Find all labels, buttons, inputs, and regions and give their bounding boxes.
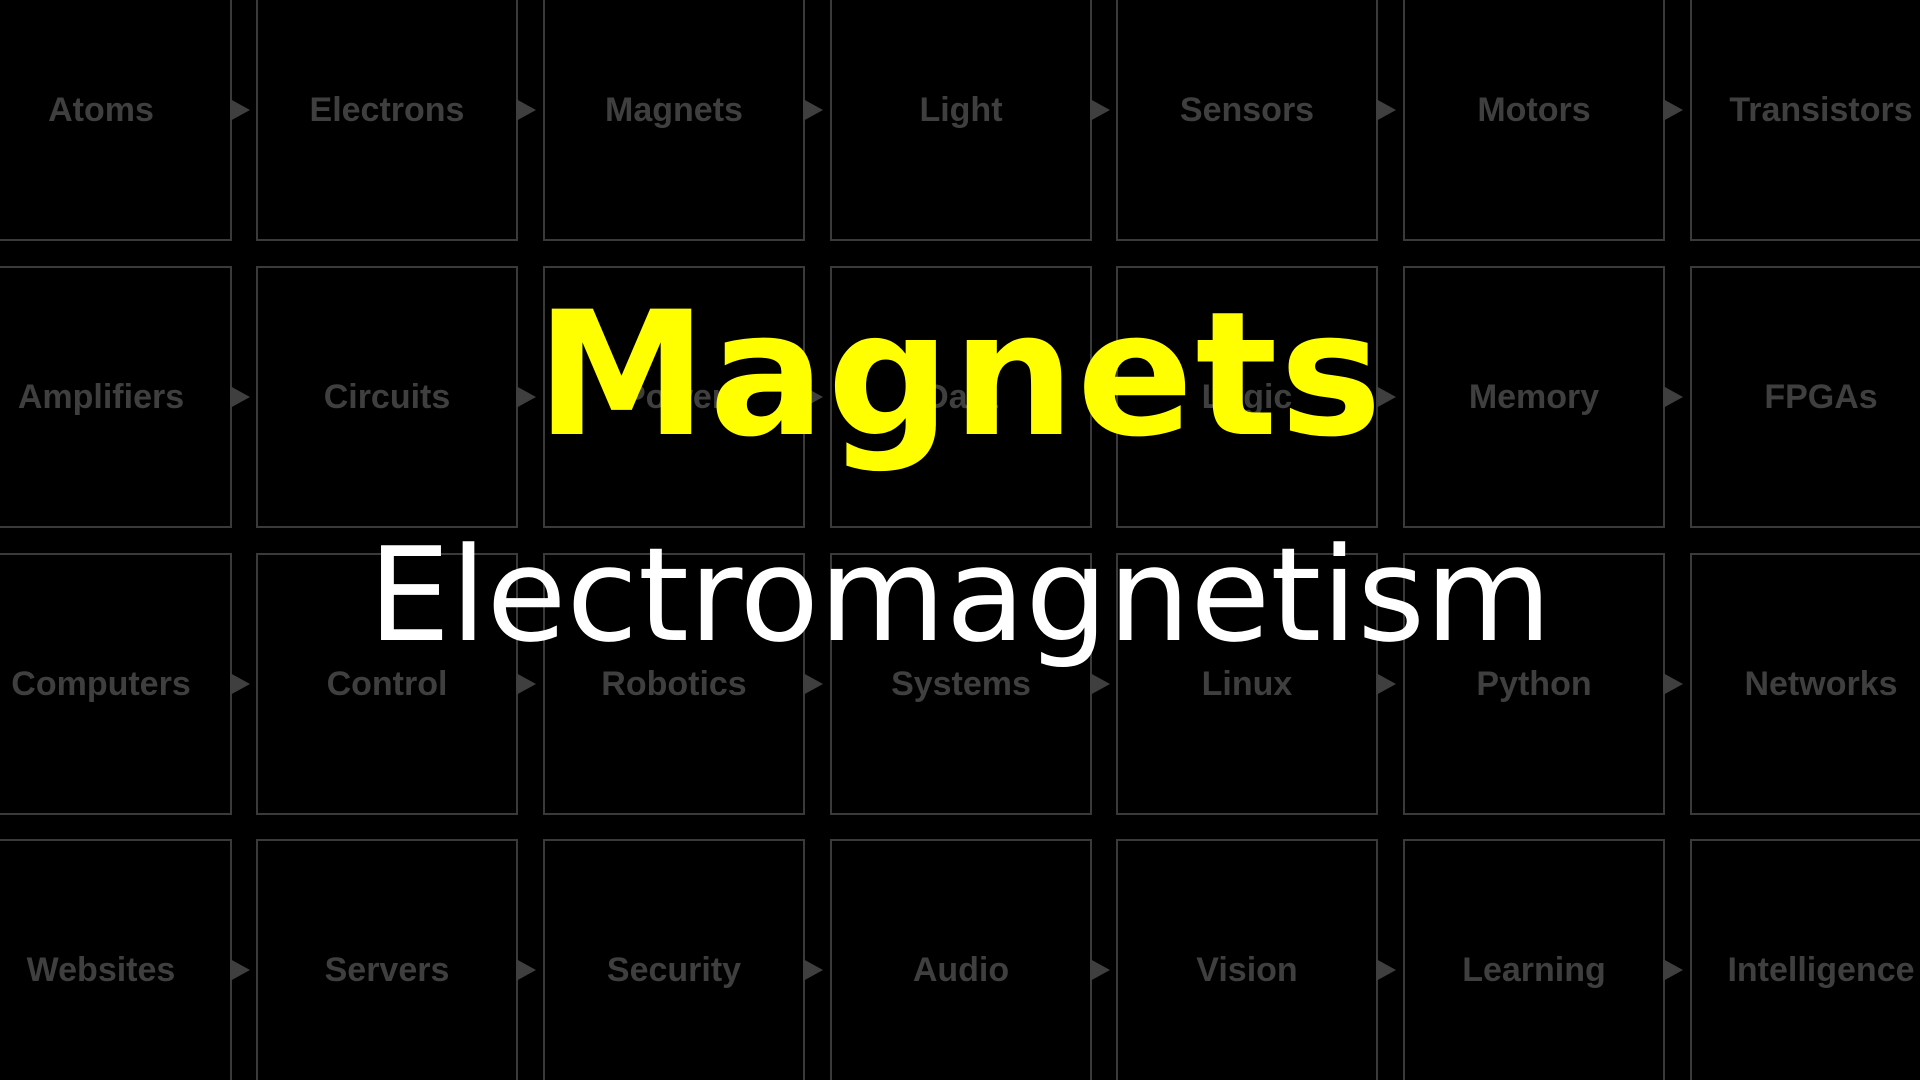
topic-tile: Atoms [0, 0, 232, 241]
topic-tile-label: Transistors [1729, 91, 1913, 129]
arrow-right-icon [516, 99, 536, 121]
arrow-right-icon [1663, 959, 1683, 981]
topic-tile: Control [256, 553, 518, 815]
topic-tile: Motors [1403, 0, 1665, 241]
arrow-right-icon [1663, 673, 1683, 695]
topic-tile: Data [830, 266, 1092, 528]
arrow-right-icon [516, 959, 536, 981]
topic-tile: Sensors [1116, 0, 1378, 241]
topic-tile: Magnets [543, 0, 805, 241]
topic-tile: Electrons [256, 0, 518, 241]
arrow-right-icon [803, 959, 823, 981]
arrow-right-icon [230, 386, 250, 408]
topic-tile: Logic [1116, 266, 1378, 528]
topic-tile-label: Python [1476, 665, 1592, 703]
topic-tile-label: Light [919, 91, 1003, 129]
arrow-right-icon [1376, 99, 1396, 121]
topic-tile-label: Computers [11, 665, 191, 703]
arrow-right-icon [1663, 99, 1683, 121]
topic-tile-label: Robotics [601, 665, 747, 703]
topic-tile-label: Logic [1201, 378, 1293, 416]
topic-tile: Vision [1116, 839, 1378, 1080]
arrow-right-icon [803, 386, 823, 408]
topic-tile-label: Amplifiers [17, 378, 185, 416]
topic-tile: Power [543, 266, 805, 528]
arrow-right-icon [230, 99, 250, 121]
topic-tile-label: Sensors [1179, 91, 1315, 129]
topic-tile-label: Intelligence [1727, 951, 1915, 989]
topic-tile: Servers [256, 839, 518, 1080]
topic-tile: Robotics [543, 553, 805, 815]
topic-tile-label: Electrons [309, 91, 465, 129]
topic-tile: Websites [0, 839, 232, 1080]
topic-tile: Security [543, 839, 805, 1080]
topic-tile-label: Atoms [48, 91, 154, 129]
arrow-right-icon [803, 99, 823, 121]
page-subtitle: Electromagnetism [368, 519, 1552, 671]
topic-tile-label: Websites [26, 951, 176, 989]
topic-tile: Audio [830, 839, 1092, 1080]
arrow-right-icon [1090, 99, 1110, 121]
topic-tile-label: Audio [912, 951, 1010, 989]
arrow-right-icon [803, 673, 823, 695]
topic-tile-label: Vision [1196, 951, 1298, 989]
arrow-right-icon [1090, 386, 1110, 408]
arrow-right-icon [1090, 673, 1110, 695]
topic-tile-label: Magnets [605, 91, 743, 129]
topic-tile: Linux [1116, 553, 1378, 815]
topic-tile: Transistors [1690, 0, 1920, 241]
topic-tile-label: Networks [1744, 665, 1898, 703]
topic-tile-label: Linux [1201, 665, 1293, 703]
arrow-right-icon [1376, 386, 1396, 408]
topic-tile-label: Circuits [323, 378, 451, 416]
topic-tile-label: Security [606, 951, 742, 989]
topic-tile: Amplifiers [0, 266, 232, 528]
page-title: Magnets [535, 274, 1385, 475]
topic-tile-label: Learning [1462, 951, 1606, 989]
topic-tile-label: Motors [1477, 91, 1591, 129]
topic-tile: Networks [1690, 553, 1920, 815]
topic-tile: Intelligence [1690, 839, 1920, 1080]
arrow-right-icon [230, 673, 250, 695]
topic-tile-label: Memory [1468, 378, 1600, 416]
topic-tile: Circuits [256, 266, 518, 528]
arrow-right-icon [1663, 386, 1683, 408]
topic-tile: Systems [830, 553, 1092, 815]
topic-tile: Learning [1403, 839, 1665, 1080]
arrow-right-icon [1376, 959, 1396, 981]
topic-tile-label: Systems [891, 665, 1031, 703]
topic-tile: FPGAs [1690, 266, 1920, 528]
topic-tile: Python [1403, 553, 1665, 815]
arrow-right-icon [516, 673, 536, 695]
topic-tile-label: Power [622, 378, 726, 416]
topic-tile: Memory [1403, 266, 1665, 528]
arrow-right-icon [230, 959, 250, 981]
topic-tile-label: Servers [324, 951, 450, 989]
topic-tile-label: FPGAs [1764, 378, 1878, 416]
topic-tile-label: Control [326, 665, 448, 703]
arrow-right-icon [516, 386, 536, 408]
arrow-right-icon [1376, 673, 1396, 695]
topic-tile-label: Data [924, 378, 998, 416]
arrow-right-icon [1090, 959, 1110, 981]
